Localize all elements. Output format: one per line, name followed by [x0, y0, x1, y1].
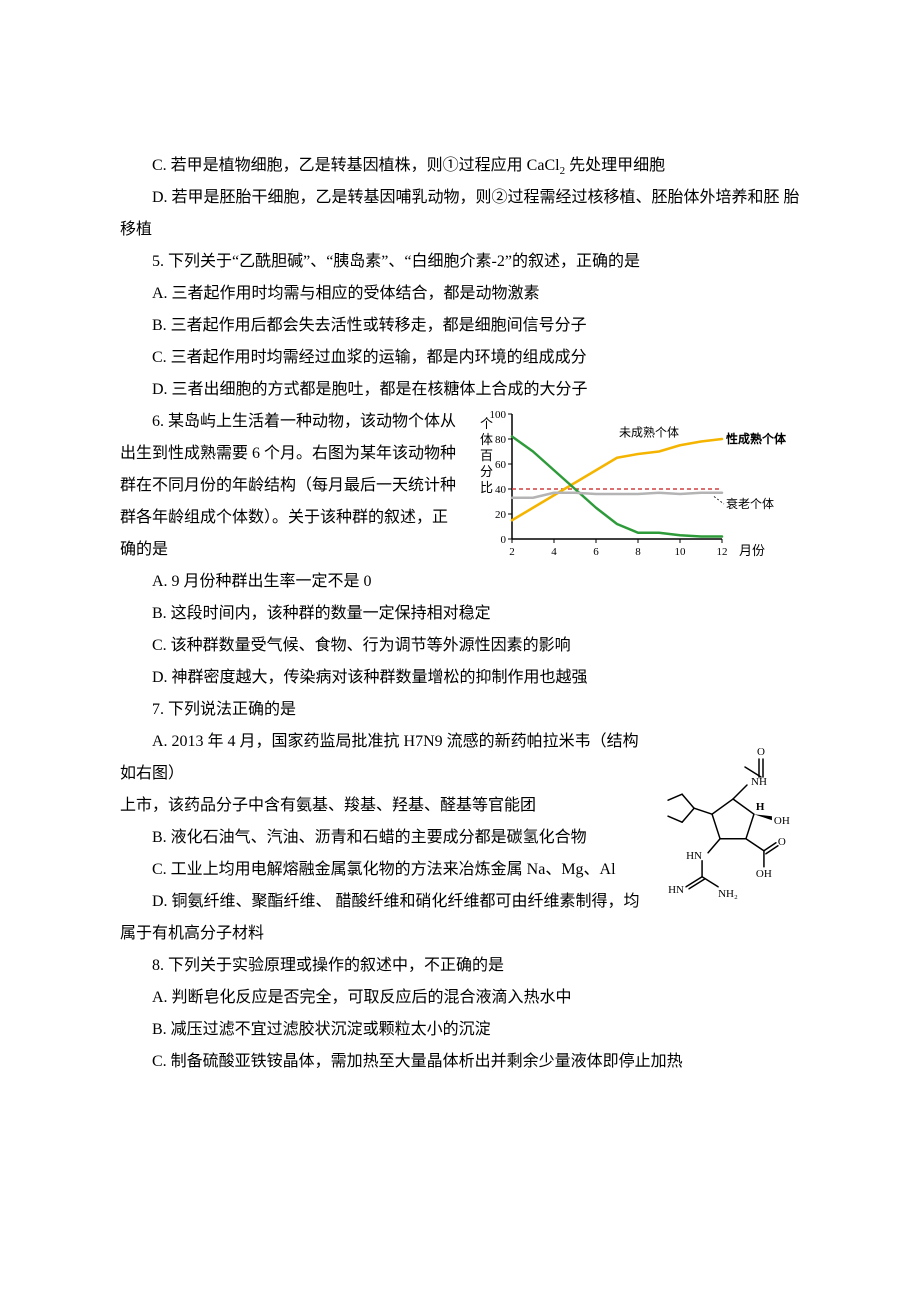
svg-text:OH: OH: [774, 815, 790, 827]
svg-text:分: 分: [480, 464, 493, 479]
q8-option-b: B. 减压过滤不宜过滤胶状沉淀或颗粒太小的沉淀: [120, 1014, 800, 1046]
text: 先处理甲细胞: [565, 157, 665, 174]
molecule-diagram: NHOHOHOOHHNHNNH₂: [655, 726, 800, 901]
q8-option-a: A. 判断皂化反应是否完全，可取反应后的混合液滴入热水中: [120, 982, 800, 1014]
q6-option-d: D. 神群密度越大，传染病对该种群数量增松的抑制作用也越强: [120, 662, 800, 694]
exam-page: C. 若甲是植物细胞，乙是转基因植株，则①过程应用 CaCl2 先处理甲细胞 D…: [0, 0, 920, 1178]
svg-text:H: H: [756, 801, 765, 813]
svg-text:O: O: [778, 836, 786, 848]
svg-text:百: 百: [480, 448, 493, 463]
q5-option-b: B. 三者起作用后都会失去活性或转移走，都是细胞间信号分子: [120, 310, 800, 342]
q6-block: 02040608010024681012个体百分比月份性成熟个体未成熟个体衰老个…: [120, 406, 800, 598]
text: C. 若甲是植物细胞，乙是转基因植株，则①过程应用 CaCl: [152, 157, 560, 174]
svg-text:2: 2: [509, 546, 515, 558]
svg-text:60: 60: [495, 459, 507, 471]
q6-option-a: A. 9 月份种群出生率一定不是 0: [120, 566, 800, 598]
svg-text:月份: 月份: [739, 543, 765, 558]
svg-text:HN: HN: [668, 884, 684, 896]
q5-stem: 5. 下列关于“乙酰胆碱”、“胰岛素”、“白细胞介素-2”的叙述，正确的是: [120, 246, 800, 278]
svg-text:性成熟个体: 性成熟个体: [725, 431, 787, 446]
q5-option-a: A. 三者起作用时均需与相应的受体结合，都是动物激素: [120, 278, 800, 310]
svg-text:比: 比: [480, 480, 493, 495]
svg-text:80: 80: [495, 434, 507, 446]
svg-text:8: 8: [635, 546, 641, 558]
q7-block: NHOHOHOOHHNHNNH₂ A. 2013 年 4 月，国家药监局批准抗 …: [120, 726, 800, 950]
svg-text:6: 6: [593, 546, 599, 558]
svg-text:4: 4: [551, 546, 557, 558]
q4-option-c: C. 若甲是植物细胞，乙是转基因植株，则①过程应用 CaCl2 先处理甲细胞: [120, 150, 800, 182]
q5-option-d: D. 三者出细胞的方式都是胞吐，都是在核糖体上合成的大分子: [120, 374, 800, 406]
q4-option-d: D. 若甲是胚胎干细胞，乙是转基因哺乳动物，则②过程需经过核移植、胚胎体外培养和…: [120, 182, 800, 246]
svg-text:未成熟个体: 未成熟个体: [619, 425, 679, 440]
svg-text:O: O: [757, 746, 765, 758]
svg-text:NH₂: NH₂: [718, 888, 738, 900]
q8-stem: 8. 下列关于实验原理或操作的叙述中，不正确的是: [120, 950, 800, 982]
q7-stem: 7. 下列说法正确的是: [120, 694, 800, 726]
svg-text:20: 20: [495, 509, 507, 521]
svg-text:0: 0: [501, 534, 507, 546]
svg-text:HN: HN: [686, 850, 702, 862]
svg-text:12: 12: [717, 546, 728, 558]
svg-text:NH: NH: [751, 776, 767, 788]
svg-text:体: 体: [480, 432, 493, 447]
q6-option-b: B. 这段时间内，该种群的数量一定保持相对稳定: [120, 598, 800, 630]
svg-text:个: 个: [480, 416, 493, 431]
svg-text:衰老个体: 衰老个体: [726, 496, 774, 511]
q5-option-c: C. 三者起作用时均需经过血浆的运输，都是内环境的组成成分: [120, 342, 800, 374]
q6-option-c: C. 该种群数量受气候、食物、行为调节等外源性因素的影响: [120, 630, 800, 662]
svg-text:OH: OH: [756, 868, 772, 880]
population-chart: 02040608010024681012个体百分比月份性成熟个体未成熟个体衰老个…: [470, 406, 800, 561]
q8-option-c: C. 制备硫酸亚铁铵晶体，需加热至大量晶体析出并剩余少量液体即停止加热: [120, 1046, 800, 1078]
svg-text:10: 10: [675, 546, 687, 558]
svg-text:40: 40: [495, 484, 507, 496]
